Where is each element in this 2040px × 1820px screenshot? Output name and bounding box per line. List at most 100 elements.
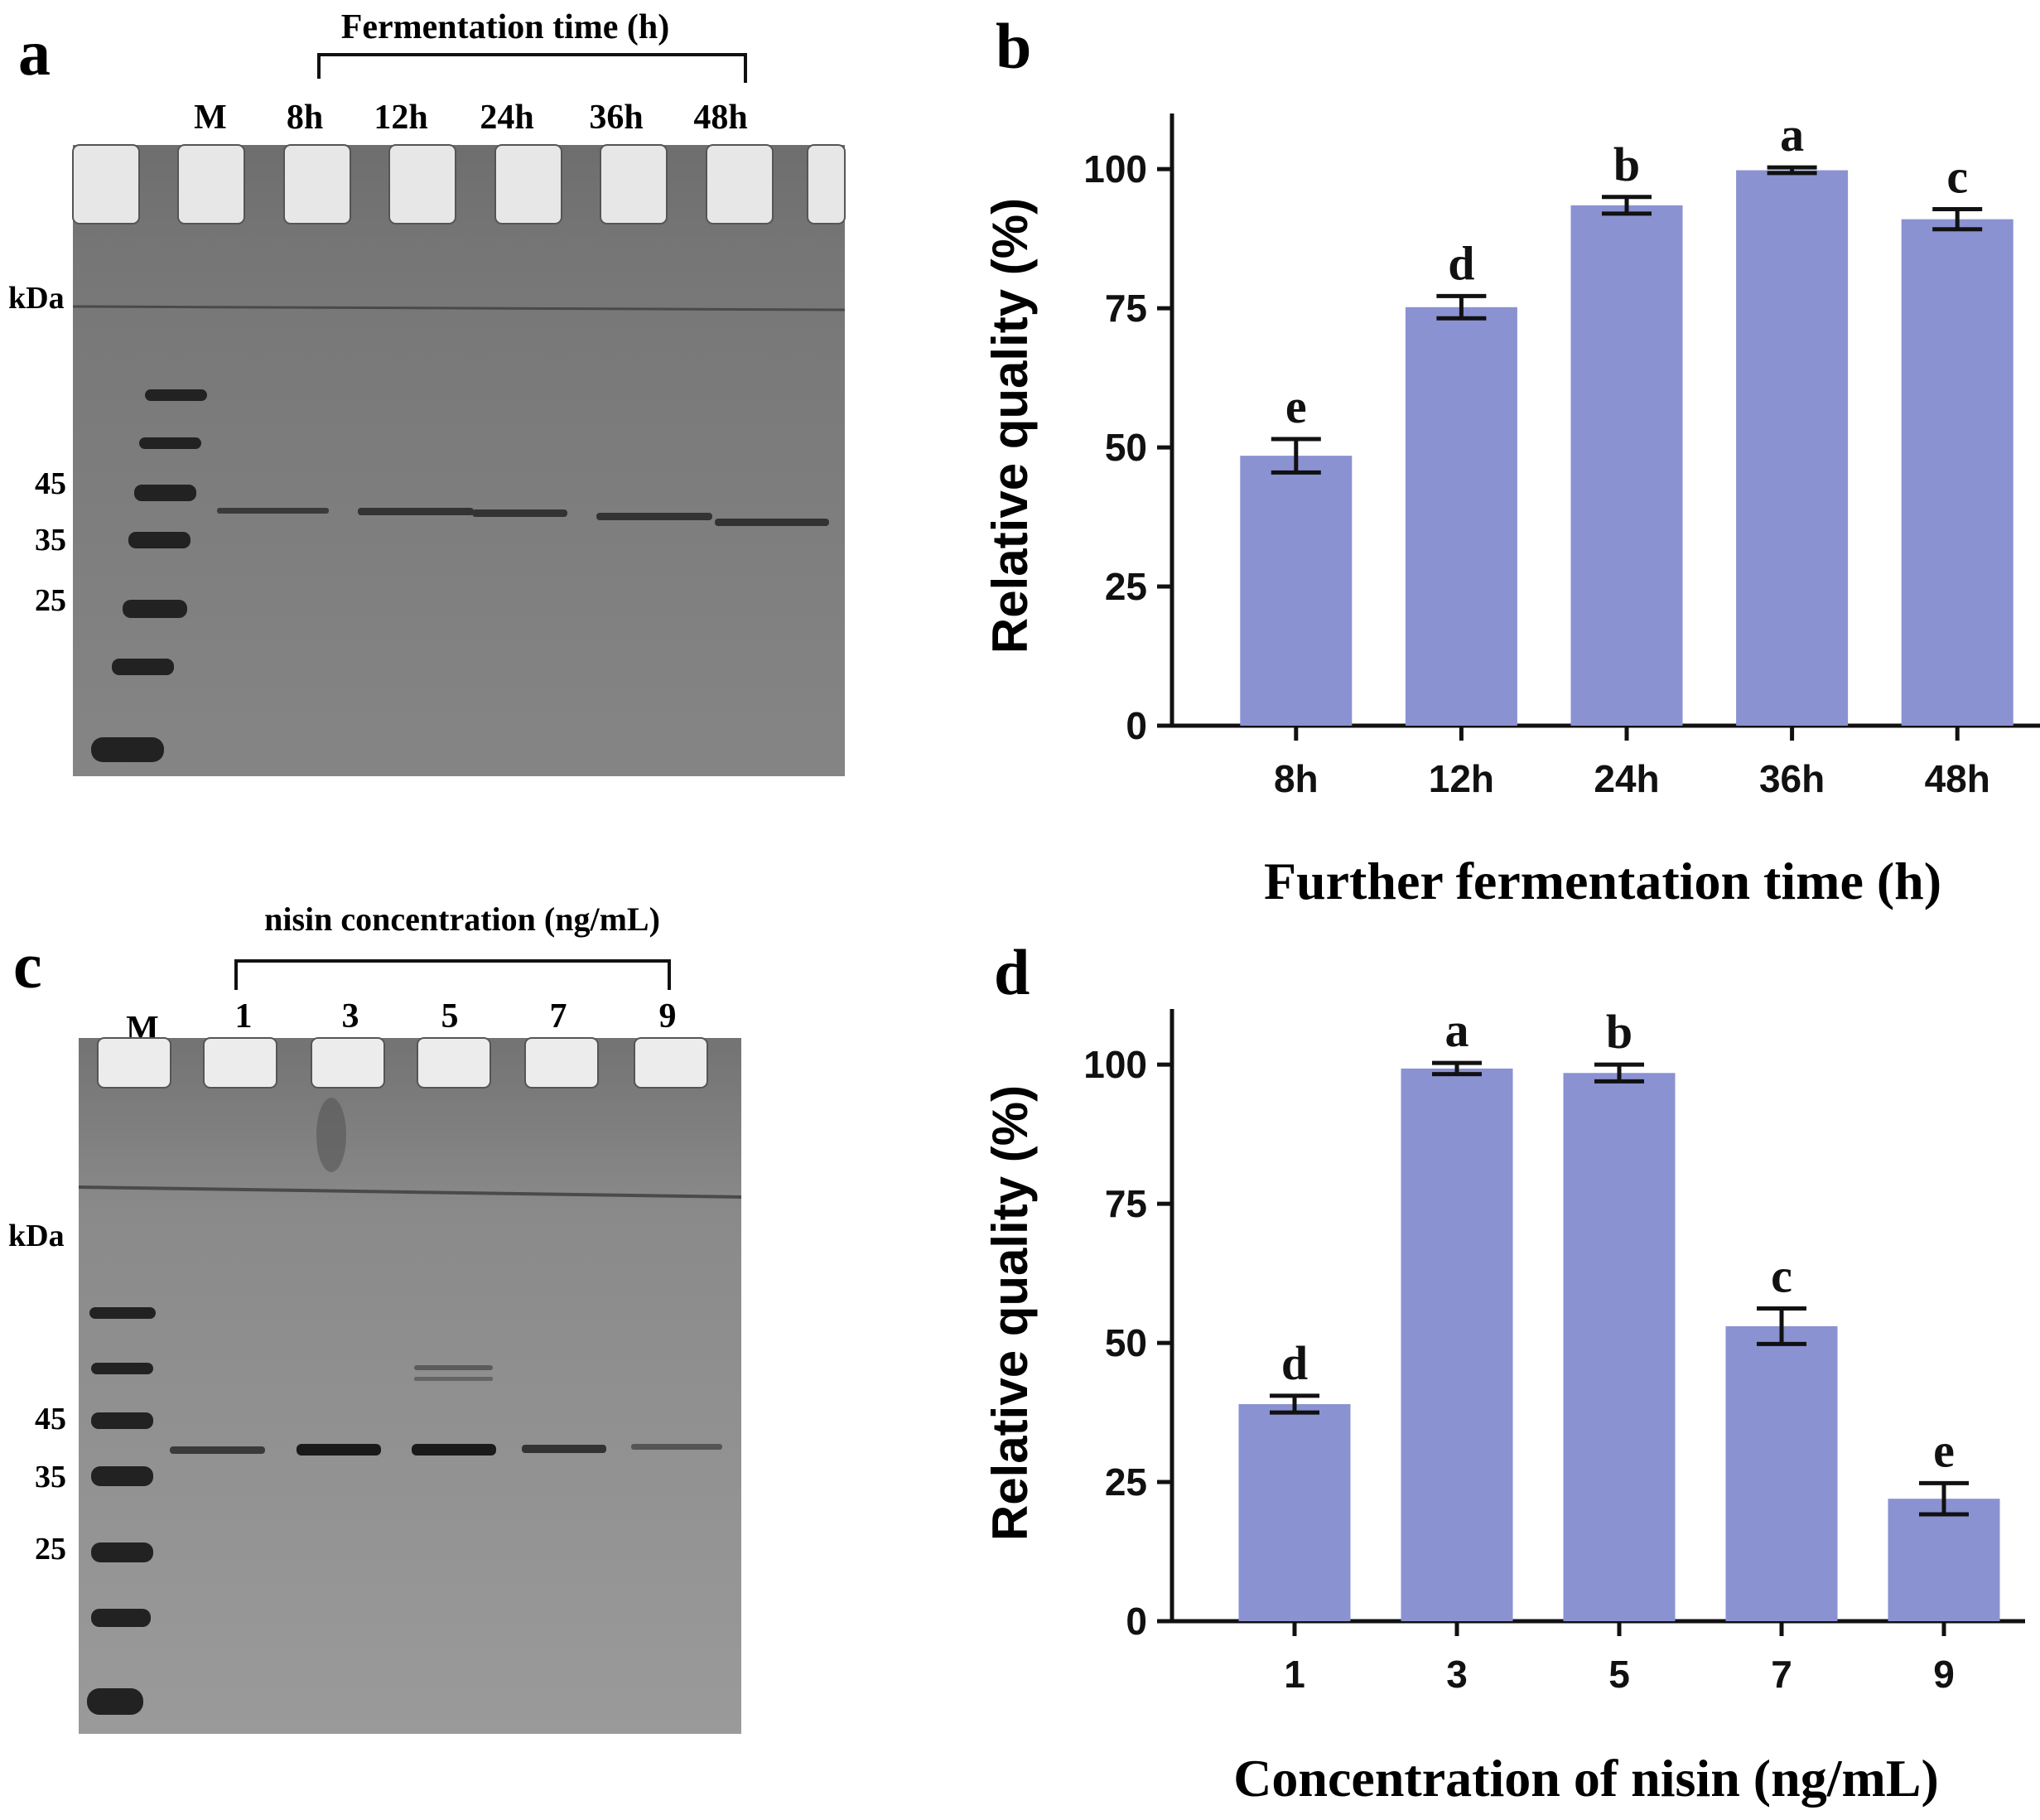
panel-c-bracket <box>234 959 671 990</box>
chart-b-x-tick-label: 12h <box>1429 757 1494 800</box>
panel-a-band-24h <box>472 509 567 517</box>
chart-d-y-tick-label: 0 <box>1126 1600 1147 1643</box>
chart-b-significance-label: c <box>1946 150 1968 204</box>
chart-d-x-tick-label: 7 <box>1771 1653 1792 1696</box>
panel-c-band-5-upper <box>414 1365 493 1370</box>
panel-a-band-12h <box>358 508 474 515</box>
chart-b-y-tick-label: 50 <box>1105 426 1147 469</box>
panel-a-gel-front-line <box>72 305 846 311</box>
chart-b-bar <box>1405 307 1517 726</box>
chart-d-significance-label: a <box>1445 1003 1469 1057</box>
panel-c-lane-label-1: 1 <box>235 997 253 1036</box>
chart-d-bar <box>1401 1068 1513 1621</box>
panel-a-lane-label-8h: 8h <box>287 99 323 137</box>
chart-d-bar <box>1888 1499 2000 1621</box>
panel-c-band-7 <box>522 1445 606 1453</box>
chart-b-bar <box>1240 456 1353 726</box>
chart-b-bar <box>1736 170 1849 726</box>
chart-d: d Relative quality (%) Concentration of … <box>982 936 2025 1808</box>
panel-a-marker-label-45: 45 <box>35 466 66 501</box>
panel-c-well <box>634 1037 708 1089</box>
panel-c-marker-label-35: 35 <box>35 1460 66 1494</box>
panel-c: c nisin concentration (ng/mL) M 1 3 5 7 … <box>8 900 742 1734</box>
panel-c-band-9 <box>631 1444 722 1450</box>
panel-a-well <box>388 144 456 224</box>
panel-a-band-36h <box>596 513 712 520</box>
panel-a-lane-label-m: M <box>194 99 227 137</box>
chart-d-significance-label: c <box>1771 1248 1792 1302</box>
panel-c-gel-front-line <box>78 1185 742 1199</box>
chart-d-significance-label: d <box>1281 1336 1308 1390</box>
chart-b-y-tick-label: 100 <box>1083 147 1147 191</box>
chart-d-y-axis-title: Relative quality (%) <box>982 1085 1038 1541</box>
panel-c-well <box>524 1037 599 1089</box>
panel-a-bracket <box>317 53 747 83</box>
panel-a-unit-label: kDa <box>8 281 65 316</box>
panel-a-well <box>600 144 668 224</box>
chart-b-y-axis-title: Relative quality (%) <box>982 198 1038 654</box>
chart-b-bar <box>1570 205 1683 727</box>
chart-b-y-tick-label: 25 <box>1105 565 1147 608</box>
panel-c-band-3 <box>297 1444 381 1456</box>
panel-a-well <box>177 144 245 224</box>
chart-d-significance-label: e <box>1933 1423 1955 1477</box>
panel-a-lane-label-48h: 48h <box>693 99 747 137</box>
chart-d-y-tick-label: 75 <box>1105 1182 1147 1225</box>
panel-c-label: c <box>13 929 42 1002</box>
panel-a: a Fermentation time (h) M 8h 12h 24h 36h… <box>8 8 846 776</box>
chart-d-x-tick-label: 9 <box>1933 1653 1955 1696</box>
panel-c-band-1 <box>170 1446 265 1454</box>
panel-c-well <box>311 1037 385 1089</box>
panel-a-lane-label-36h: 36h <box>589 99 643 137</box>
chart-d-y-tick-label: 50 <box>1105 1321 1147 1364</box>
panel-a-well <box>72 144 140 224</box>
panel-a-gel <box>73 145 845 776</box>
panel-c-smear <box>316 1098 346 1172</box>
panel-c-marker-label-45: 45 <box>35 1402 66 1436</box>
chart-b-y-tick-label: 75 <box>1105 287 1147 330</box>
panel-c-band-5 <box>412 1444 496 1456</box>
chart-b-significance-label: d <box>1448 236 1474 290</box>
panel-c-marker-label-25: 25 <box>35 1532 66 1567</box>
chart-b-x-tick-label: 36h <box>1759 757 1825 800</box>
panel-a-well <box>706 144 774 224</box>
chart-b-bar <box>1901 219 2013 726</box>
panel-c-well <box>97 1037 171 1089</box>
panel-a-lane-label-24h: 24h <box>480 99 533 137</box>
panel-c-lane-label-3: 3 <box>342 997 359 1036</box>
chart-b-significance-label: b <box>1613 138 1640 191</box>
panel-a-marker-ladder <box>91 389 207 762</box>
panel-c-band-5-upper <box>414 1377 493 1381</box>
panel-a-bracket-title: Fermentation time (h) <box>341 8 670 46</box>
panel-a-band-48h <box>715 519 829 526</box>
chart-b-x-tick-label: 24h <box>1594 757 1659 800</box>
chart-b-significance-label: e <box>1285 379 1307 433</box>
chart-d-x-axis-title: Concentration of nisin (ng/mL) <box>1233 1749 1939 1808</box>
chart-d-x-tick-label: 1 <box>1284 1653 1305 1696</box>
panel-c-lane-label-5: 5 <box>441 997 459 1036</box>
chart-b-x-tick-label: 8h <box>1274 757 1319 800</box>
panel-d-label: d <box>994 936 1030 1008</box>
chart-b-x-axis-title: Further fermentation time (h) <box>1264 852 1941 910</box>
panel-a-lane-label-12h: 12h <box>374 99 427 137</box>
panel-c-gel <box>79 1038 741 1734</box>
chart-b-y-tick-label: 0 <box>1126 704 1147 747</box>
panel-a-label: a <box>18 17 51 89</box>
panel-a-well <box>283 144 351 224</box>
chart-b-x-tick-label: 48h <box>1925 757 1990 800</box>
panel-a-marker-label-35: 35 <box>35 523 66 558</box>
panel-a-marker-label-25: 25 <box>35 583 66 618</box>
chart-d-bar <box>1563 1073 1676 1621</box>
chart-d-y-tick-label: 25 <box>1105 1460 1147 1504</box>
panel-a-well <box>807 144 846 224</box>
panel-c-lane-label-9: 9 <box>659 997 677 1036</box>
panel-c-well <box>417 1037 491 1089</box>
panel-a-band-8h <box>217 508 329 514</box>
chart-d-x-tick-label: 3 <box>1446 1653 1468 1696</box>
chart-d-bar <box>1238 1403 1351 1621</box>
chart-d-y-tick-label: 100 <box>1083 1043 1147 1086</box>
panel-b-label: b <box>996 10 1031 82</box>
panel-c-lane-label-7: 7 <box>550 997 567 1036</box>
chart-d-significance-label: b <box>1606 1005 1632 1059</box>
panel-c-unit-label: kDa <box>8 1219 65 1253</box>
